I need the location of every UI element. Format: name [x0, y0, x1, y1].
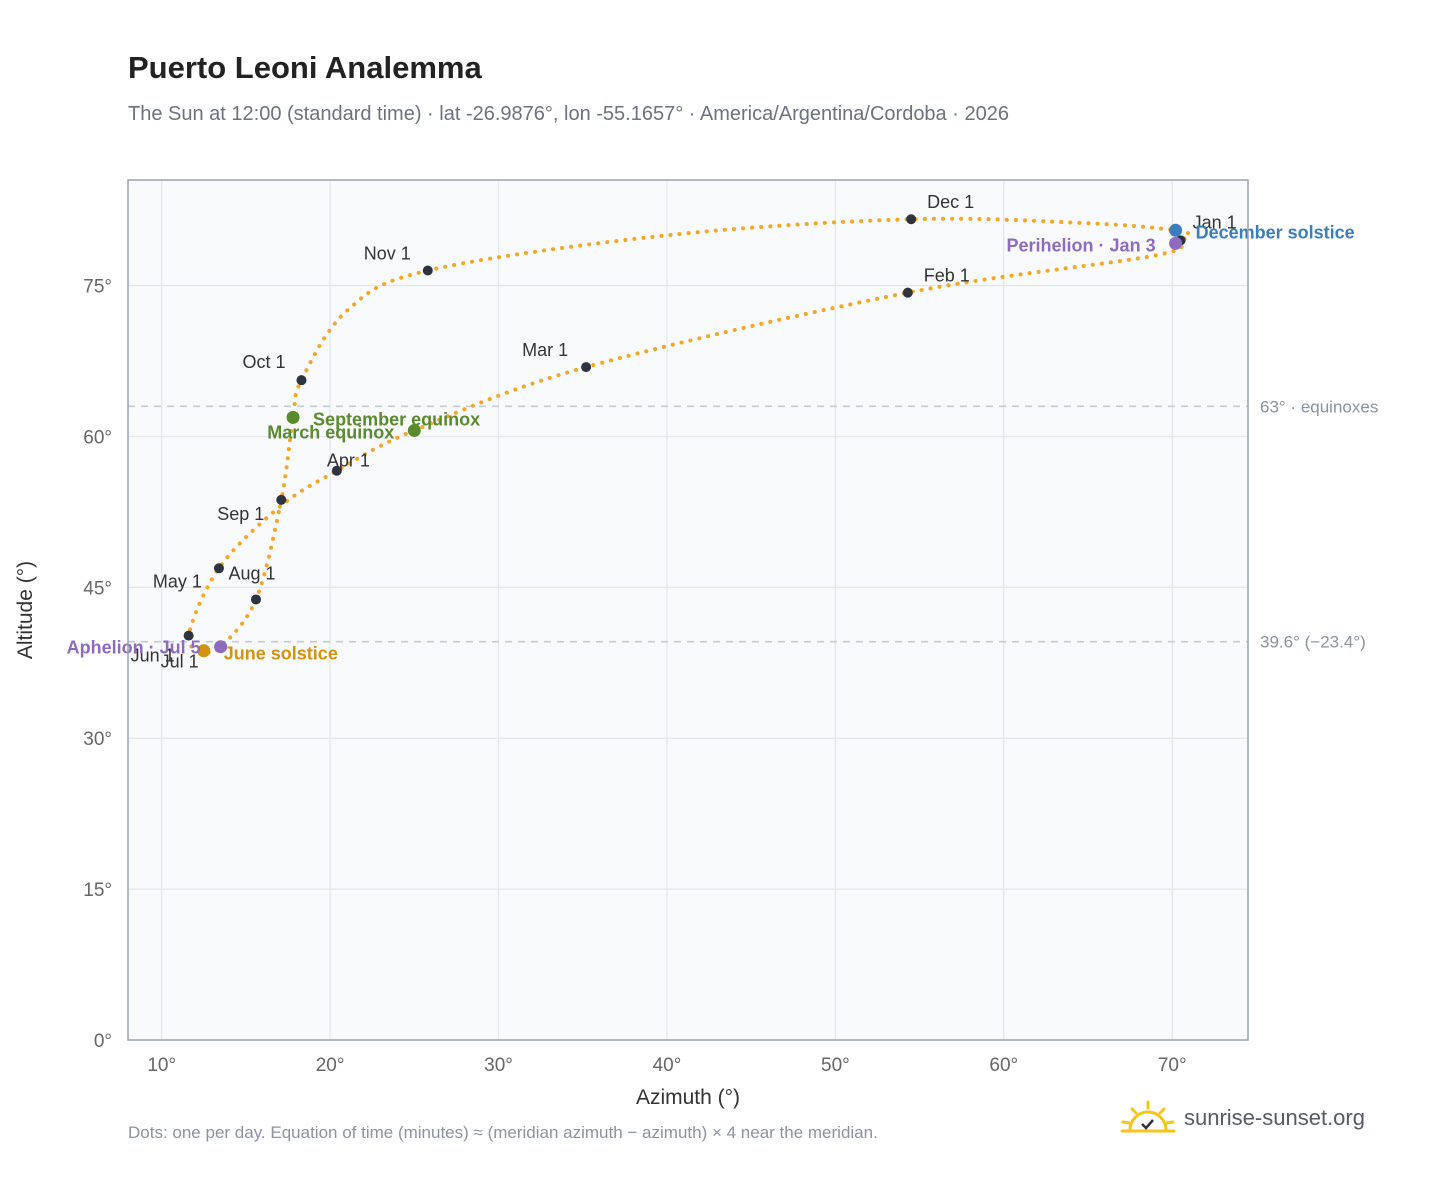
event-marker: [1169, 236, 1183, 250]
chart-subtitle: The Sun at 12:00 (standard time) · lat -…: [128, 103, 1009, 125]
plot-frame: [127, 179, 1249, 1041]
y-tick-label: 60°: [83, 427, 112, 448]
event-marker: [214, 640, 228, 654]
footnote: Dots: one per day. Equation of time (min…: [128, 1123, 878, 1142]
x-tick-label: 70°: [1158, 1055, 1187, 1076]
event-marker: [197, 644, 211, 658]
chart-title: Puerto Leoni Analemma: [128, 50, 482, 85]
event-label: June solstice: [224, 644, 338, 664]
month-marker: [213, 563, 224, 574]
event-label: September equinox: [313, 409, 480, 429]
axis-ticks: 10° 20° 30° 40° 50° 60° 70° 0° 15° 30° 45° 60° 75°: [83, 277, 1186, 1076]
month-marker: [183, 630, 194, 641]
month-label: Jul 1: [161, 652, 199, 672]
y-tick-label: 0°: [94, 1031, 112, 1052]
month-label: Apr 1: [327, 451, 370, 471]
month-marker: [251, 594, 261, 605]
plot-background: [128, 180, 1248, 1040]
month-label: Nov 1: [364, 244, 411, 264]
month-label: Sep 1: [217, 504, 264, 524]
event-label: Aphelion · Jul 5: [67, 638, 201, 658]
event-label: December solstice: [1196, 222, 1355, 242]
event-marker: [1169, 223, 1183, 237]
month-label: Jan 1: [1193, 212, 1237, 232]
month-marker: [331, 465, 342, 476]
month-label: Dec 1: [927, 192, 974, 212]
month-label: Feb 1: [924, 266, 970, 286]
month-label: Mar 1: [522, 340, 568, 360]
month-label: Aug 1: [228, 563, 275, 583]
x-tick-label: 60°: [989, 1055, 1018, 1076]
brand-name: sunrise-sunset.org: [1184, 1105, 1365, 1130]
reference-line-label: 39.6° (−23.4°): [1260, 633, 1366, 652]
x-tick-label: 40°: [653, 1055, 682, 1076]
event-marker: [407, 423, 421, 437]
reference-line-label: 63° · equinoxes: [1260, 397, 1378, 416]
x-axis-title: Azimuth (°): [636, 1086, 740, 1109]
month-label: Oct 1: [242, 352, 285, 372]
month-marker: [581, 362, 592, 373]
month-marker: [906, 214, 917, 225]
y-tick-label: 75°: [83, 277, 112, 298]
y-tick-label: 15°: [83, 880, 112, 901]
brand[interactable]: sunrise-sunset.org: [1120, 1100, 1365, 1136]
month-label: Jun 1: [131, 646, 175, 666]
x-tick-label: 50°: [821, 1055, 850, 1076]
y-axis-title: Altitude (°): [14, 561, 37, 659]
sunrise-logo-icon: [1120, 1100, 1176, 1133]
month-marker: [422, 265, 433, 276]
x-tick-label: 20°: [316, 1055, 345, 1076]
month-marker: [276, 494, 287, 505]
event-label: Perihelion · Jan 3: [1007, 235, 1156, 255]
y-tick-label: 30°: [83, 729, 112, 750]
month-marker: [902, 287, 913, 298]
month-label: May 1: [153, 571, 202, 591]
reference-lines: 63° · equinoxes 39.6° (−23.4°): [128, 397, 1378, 652]
event-label: March equinox: [267, 422, 394, 442]
event-marker: [286, 410, 300, 424]
x-tick-label: 10°: [147, 1055, 176, 1076]
x-tick-label: 30°: [484, 1055, 513, 1076]
y-tick-label: 45°: [83, 578, 112, 599]
month-marker: [296, 375, 307, 386]
